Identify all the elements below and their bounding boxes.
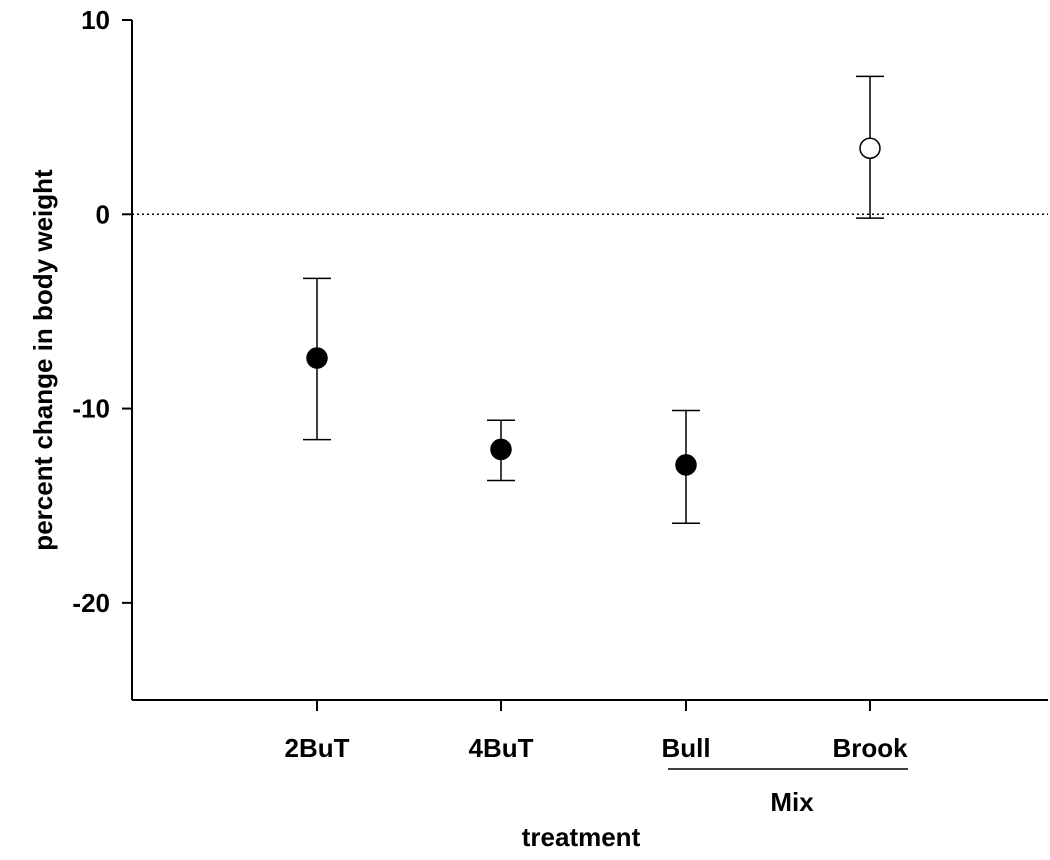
x-tick-labels-group: 2BuT 4BuT Bull Brook (285, 733, 909, 763)
y-tick-label: -10 (72, 394, 110, 424)
data-point-Brook (859, 137, 881, 159)
data-point-4BuT (490, 438, 512, 461)
x-tick-label: 4BuT (469, 733, 534, 763)
data-point-2BuT (306, 347, 328, 369)
y-axis-title: percent change in body weight (28, 169, 58, 551)
y-tick-label: 0 (96, 199, 110, 229)
y-tick-label: -20 (72, 588, 110, 618)
x-tick-label: Bull (661, 733, 710, 763)
x-tick-label: Brook (832, 733, 908, 763)
y-tick-label: 10 (81, 5, 110, 35)
group-label: Mix (770, 787, 814, 817)
error-bars-group (303, 75, 884, 524)
x-axis-title: treatment (522, 822, 641, 852)
group-label-group: Mix (668, 768, 908, 817)
data-points-group (306, 137, 881, 476)
x-tick-label: 2BuT (285, 733, 350, 763)
ticks-group: 10 0 -10 -20 (72, 5, 871, 711)
axes-group (131, 20, 1048, 701)
data-point-Bull (675, 454, 697, 476)
